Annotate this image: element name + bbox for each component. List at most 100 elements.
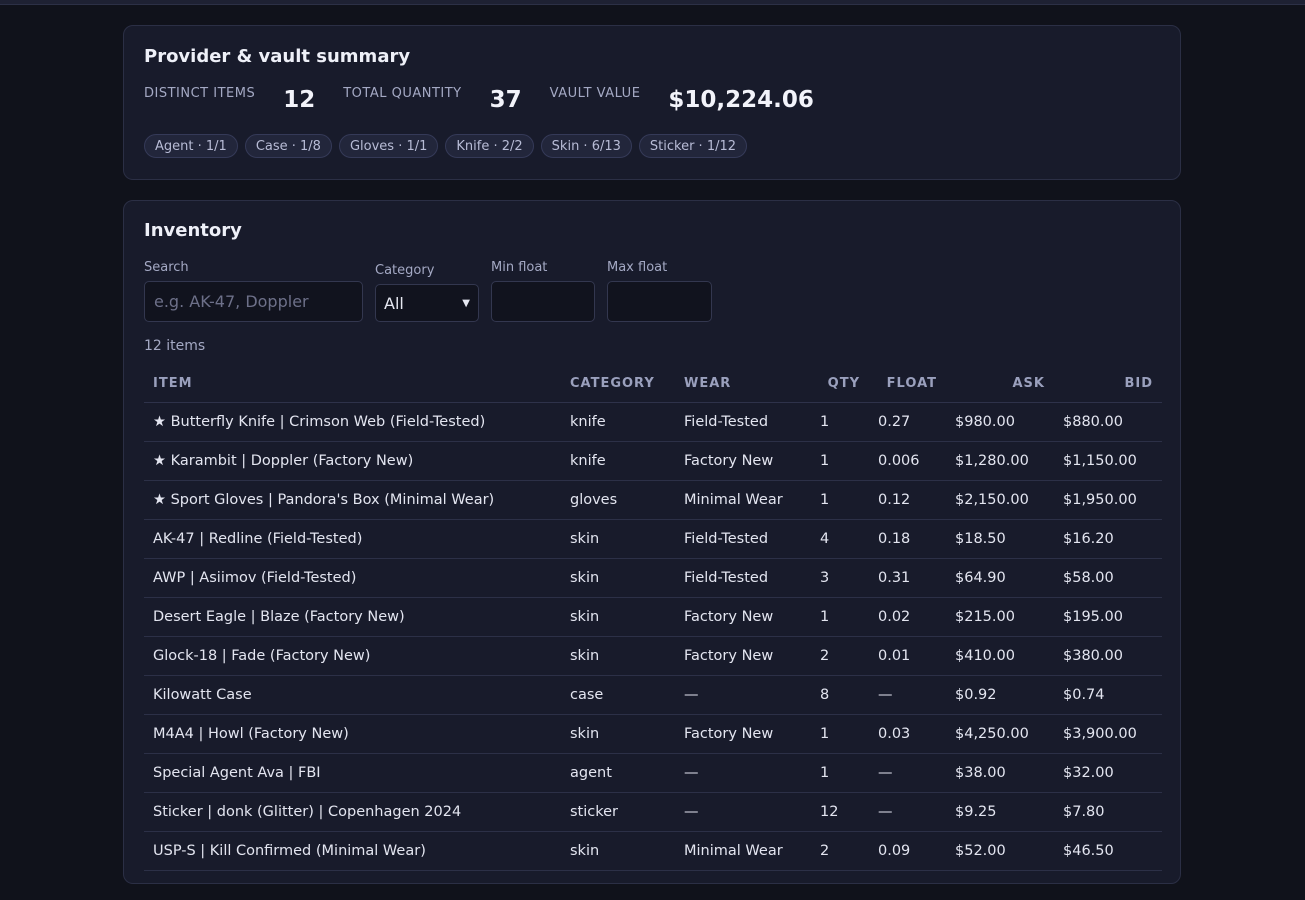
item-name-cell: Special Agent Ava | FBI xyxy=(144,753,561,793)
table-row[interactable]: Special Agent Ava | FBI agent —1— $38.00 $32… xyxy=(144,753,1162,793)
bid-cell: $32.00 xyxy=(1054,753,1162,793)
float-cell: 0.03 xyxy=(869,714,946,754)
wear-cell: Minimal Wear xyxy=(675,480,811,520)
wear-cell: Factory New xyxy=(675,714,811,754)
table-row[interactable]: AWP | Asiimov (Field-Tested) skin Field-Te… xyxy=(144,558,1162,598)
pill-gloves: Gloves · 1/1 xyxy=(338,134,439,158)
wear-cell: Field-Tested xyxy=(675,402,811,442)
category-cell: knife xyxy=(561,402,675,442)
bid-cell: $1,950.00 xyxy=(1054,480,1162,520)
column-header-ask[interactable]: ASK xyxy=(946,364,1054,403)
float-cell: 0.01 xyxy=(869,636,946,676)
qty-cell: 8 xyxy=(811,675,869,715)
wear-cell: Minimal Wear xyxy=(675,831,811,871)
max-float-input[interactable] xyxy=(607,281,712,322)
category-cell: skin xyxy=(561,519,675,559)
item-name-cell: Sticker | donk (Glitter) | Copenhagen 20… xyxy=(144,792,561,832)
search-field: Search xyxy=(144,260,363,322)
category-cell: sticker xyxy=(561,792,675,832)
table-row[interactable]: ★ Karambit | Doppler (Factory New) knife F… xyxy=(144,441,1162,481)
item-name-cell: USP-S | Kill Confirmed (Minimal Wear) xyxy=(144,831,561,871)
float-cell: 0.02 xyxy=(869,597,946,637)
item-name-cell: ★ Butterfly Knife | Crimson Web (Field-T… xyxy=(144,402,561,442)
table-row[interactable]: Sticker | donk (Glitter) | Copenhagen 20… xyxy=(144,792,1162,832)
ask-cell: $980.00 xyxy=(946,402,1054,442)
table-header-row: ITEM CATEGORY WEAR QTY FLOAT ASK BID xyxy=(144,364,1162,403)
qty-cell: 12 xyxy=(811,792,869,832)
item-count: 12 items xyxy=(144,338,206,354)
min-float-label: Min float xyxy=(491,260,548,275)
qty-cell: 4 xyxy=(811,519,869,559)
top-bar xyxy=(0,0,1305,5)
column-header-float[interactable]: FLOAT xyxy=(869,364,946,403)
ask-cell: $38.00 xyxy=(946,753,1054,793)
table-row[interactable]: Glock-18 | Fade (Factory New) skin Factory… xyxy=(144,636,1162,676)
inventory-card: Inventory Search Category All ▼ Min floa… xyxy=(123,200,1181,884)
float-cell: 0.12 xyxy=(869,480,946,520)
search-input[interactable] xyxy=(144,281,363,322)
bid-cell: $3,900.00 xyxy=(1054,714,1162,754)
category-cell: agent xyxy=(561,753,675,793)
inventory-title: Inventory xyxy=(144,220,242,241)
qty-cell: 1 xyxy=(811,753,869,793)
wear-cell: Factory New xyxy=(675,597,811,637)
float-cell: 0.18 xyxy=(869,519,946,559)
category-field: Category All ▼ xyxy=(375,263,479,322)
summary-title: Provider & vault summary xyxy=(144,46,411,67)
category-cell: skin xyxy=(561,636,675,676)
item-name-cell: Kilowatt Case xyxy=(144,675,561,715)
category-select-value: All xyxy=(384,293,404,313)
pill-sticker: Sticker · 1/12 xyxy=(638,134,748,158)
bid-cell: $1,150.00 xyxy=(1054,441,1162,481)
table-row[interactable]: Desert Eagle | Blaze (Factory New) skin Fa… xyxy=(144,597,1162,637)
bid-cell: $16.20 xyxy=(1054,519,1162,559)
float-cell: 0.27 xyxy=(869,402,946,442)
pill-skin: Skin · 6/13 xyxy=(540,134,632,158)
ask-cell: $64.90 xyxy=(946,558,1054,598)
wear-cell: Factory New xyxy=(675,441,811,481)
column-header-item[interactable]: ITEM xyxy=(144,364,561,403)
ask-cell: $215.00 xyxy=(946,597,1054,637)
float-cell: 0.31 xyxy=(869,558,946,598)
column-header-category[interactable]: CATEGORY xyxy=(561,364,675,403)
table-row[interactable]: M4A4 | Howl (Factory New) skin Factory New… xyxy=(144,714,1162,754)
bid-cell: $46.50 xyxy=(1054,831,1162,871)
table-row[interactable]: AK-47 | Redline (Field-Tested) skin Field-… xyxy=(144,519,1162,559)
search-label: Search xyxy=(144,260,189,275)
bid-cell: $880.00 xyxy=(1054,402,1162,442)
wear-cell: — xyxy=(675,753,811,793)
min-float-input[interactable] xyxy=(491,281,595,322)
category-pills: Agent · 1/1 Case · 1/8 Gloves · 1/1 Knif… xyxy=(144,134,754,158)
float-cell: 0.09 xyxy=(869,831,946,871)
bid-cell: $195.00 xyxy=(1054,597,1162,637)
category-cell: skin xyxy=(561,831,675,871)
table-row[interactable]: Kilowatt Case case —8— $0.92 $0.74 xyxy=(144,675,1162,715)
ask-cell: $410.00 xyxy=(946,636,1054,676)
max-float-field: Max float xyxy=(607,260,712,322)
table-row[interactable]: ★ Sport Gloves | Pandora's Box (Minimal … xyxy=(144,480,1162,520)
qty-cell: 1 xyxy=(811,441,869,481)
qty-cell: 2 xyxy=(811,636,869,676)
category-label: Category xyxy=(375,263,435,278)
bid-cell: $380.00 xyxy=(1054,636,1162,676)
summary-stats: DISTINCT ITEMS 12 TOTAL QUANTITY 37 VAUL… xyxy=(144,86,842,113)
inventory-table: ITEM CATEGORY WEAR QTY FLOAT ASK BID ★ B… xyxy=(144,364,1162,871)
column-header-bid[interactable]: BID xyxy=(1054,364,1162,403)
max-float-label: Max float xyxy=(607,260,668,275)
category-cell: skin xyxy=(561,714,675,754)
wear-cell: Factory New xyxy=(675,636,811,676)
column-header-qty[interactable]: QTY xyxy=(811,364,869,403)
ask-cell: $18.50 xyxy=(946,519,1054,559)
qty-cell: 2 xyxy=(811,831,869,871)
qty-cell: 1 xyxy=(811,480,869,520)
float-cell: 0.006 xyxy=(869,441,946,481)
column-header-wear[interactable]: WEAR xyxy=(675,364,811,403)
category-select[interactable]: All ▼ xyxy=(375,284,479,322)
item-name-cell: ★ Karambit | Doppler (Factory New) xyxy=(144,441,561,481)
table-row[interactable]: ★ Butterfly Knife | Crimson Web (Field-T… xyxy=(144,402,1162,442)
wear-cell: Field-Tested xyxy=(675,519,811,559)
pill-case: Case · 1/8 xyxy=(244,134,332,158)
chevron-down-icon: ▼ xyxy=(462,297,470,309)
table-row[interactable]: USP-S | Kill Confirmed (Minimal Wear) ski… xyxy=(144,831,1162,871)
category-cell: knife xyxy=(561,441,675,481)
